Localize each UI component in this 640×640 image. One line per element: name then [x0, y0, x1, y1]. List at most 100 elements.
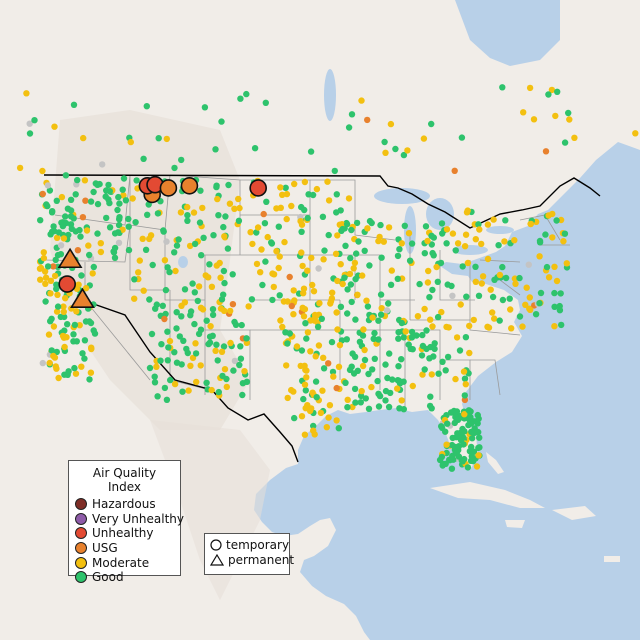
hispaniola — [552, 506, 596, 520]
monitor-dot — [383, 307, 391, 314]
monitor-dot — [358, 97, 365, 104]
monitor-dot — [164, 357, 171, 364]
monitor-dot — [507, 306, 514, 313]
monitor-dot — [208, 283, 216, 290]
legend-category-label: USG — [92, 541, 118, 556]
color-swatch — [75, 556, 87, 569]
monitor-dot — [553, 217, 560, 224]
monitor-dot — [395, 329, 402, 336]
monitor-dot — [466, 322, 473, 330]
legend-category-label: Moderate — [92, 555, 150, 570]
monitor-dot — [435, 370, 442, 377]
monitor-dot — [44, 202, 51, 210]
monitor-dot — [268, 239, 275, 246]
monitor-dot — [139, 235, 146, 242]
monitor-dot — [525, 261, 532, 268]
monitor-dot — [83, 227, 91, 234]
monitor-dot — [342, 379, 349, 386]
monitor-dot — [464, 259, 472, 267]
monitor-dot — [499, 263, 506, 271]
monitor-dot — [299, 262, 306, 270]
monitor-dot — [302, 320, 309, 327]
monitor-dot — [127, 138, 134, 146]
monitor-dot — [425, 267, 432, 275]
monitor-dot — [369, 366, 376, 373]
bahamas — [486, 452, 504, 474]
monitor-dot — [353, 219, 361, 227]
monitor-dot — [47, 277, 55, 284]
monitor-dot — [26, 120, 33, 127]
monitor-dot — [460, 368, 468, 375]
monitor-dot — [158, 341, 165, 348]
monitor-dot — [61, 295, 69, 302]
monitor-dot — [300, 290, 307, 297]
monitor-dot — [171, 349, 178, 356]
monitor-dot — [74, 176, 81, 184]
monitor-dot — [400, 406, 407, 413]
monitor-dot — [149, 261, 156, 269]
monitor-dot — [241, 368, 248, 375]
monitor-dot — [97, 240, 105, 247]
monitor-dot — [320, 354, 327, 361]
monitor-dot — [106, 199, 113, 207]
monitor-dot — [148, 330, 156, 338]
monitor-dot — [239, 391, 246, 399]
monitor-dot — [375, 237, 382, 245]
monitor-dot — [291, 414, 298, 422]
monitor-dot — [42, 280, 49, 287]
monitor-dot — [458, 134, 466, 141]
monitor-dot — [187, 308, 195, 315]
monitor-dot — [396, 246, 403, 253]
monitor-dot — [466, 349, 473, 357]
temporary-monitor-marker — [180, 177, 199, 195]
monitor-dot — [345, 195, 353, 202]
monitor-dot — [314, 323, 322, 330]
monitor-dot — [475, 452, 482, 459]
monitor-dot — [52, 256, 59, 264]
monitor-dot — [472, 263, 479, 270]
monitor-dot — [442, 428, 449, 435]
monitor-dot — [394, 385, 401, 392]
monitor-dot — [162, 310, 169, 318]
legend-title: Air Quality Index — [92, 466, 157, 494]
monitor-dot — [325, 197, 333, 204]
monitor-dot — [171, 164, 178, 172]
monitor-dot — [231, 205, 238, 212]
monitor-dot — [377, 311, 385, 318]
monitor-dot — [42, 274, 50, 281]
monitor-dot — [363, 297, 370, 304]
monitor-dot — [428, 371, 435, 378]
monitor-dot — [542, 231, 549, 238]
monitor-dot — [243, 378, 251, 385]
monitor-dot — [72, 370, 80, 377]
monitor-dot — [394, 275, 401, 282]
monitor-dot — [111, 244, 119, 252]
monitor-dot — [448, 465, 456, 472]
monitor-dot — [382, 361, 389, 368]
monitor-dot — [508, 325, 515, 332]
monitor-dot — [329, 289, 336, 296]
monitor-dot — [153, 363, 160, 370]
monitor-dot — [385, 224, 393, 231]
monitor-dot — [308, 254, 315, 262]
monitor-dot — [53, 234, 61, 241]
monitor-dot — [279, 191, 286, 198]
great-salt-lake — [178, 256, 188, 268]
monitor-dot — [70, 338, 77, 345]
monitor-dot — [359, 272, 366, 279]
monitor-dot — [428, 405, 435, 412]
monitor-dot — [325, 414, 332, 421]
monitor-dot — [368, 383, 375, 391]
monitor-dot — [132, 219, 139, 226]
monitor-dot — [357, 392, 365, 400]
monitor-dot — [464, 464, 472, 471]
monitor-dot — [23, 90, 30, 97]
monitor-dot — [88, 345, 95, 353]
monitor-dot — [151, 373, 158, 380]
monitor-dot — [162, 286, 170, 294]
monitor-dot — [40, 249, 47, 256]
monitor-dot — [433, 263, 440, 271]
monitor-dot — [178, 156, 185, 164]
monitor-dot — [553, 277, 561, 285]
monitor-dot — [74, 247, 82, 254]
